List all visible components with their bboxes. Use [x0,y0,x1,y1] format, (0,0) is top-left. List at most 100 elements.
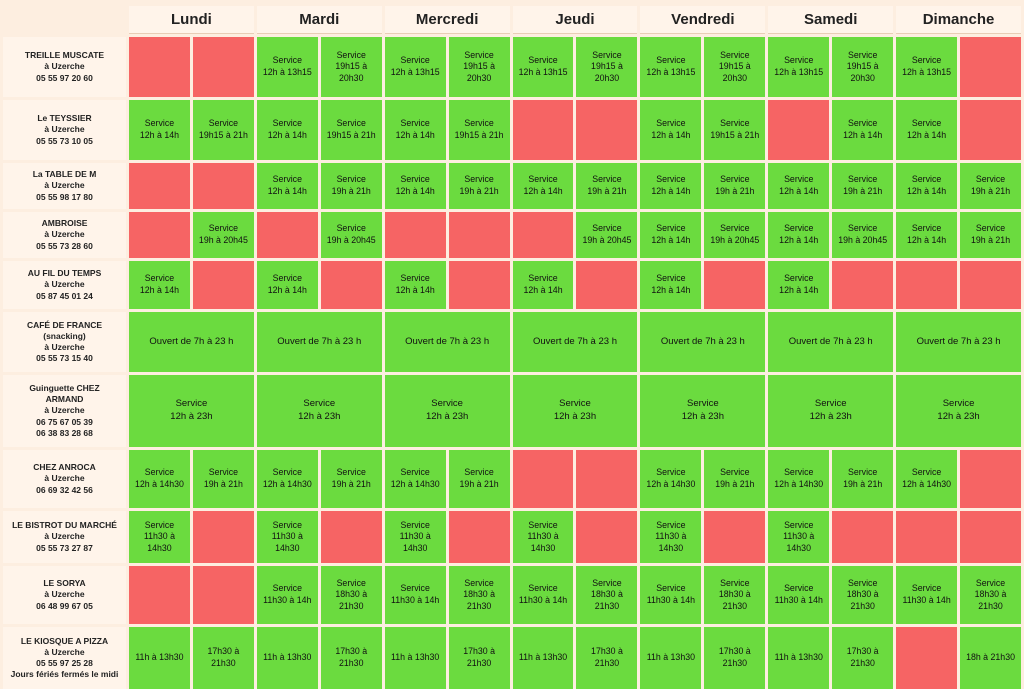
schedule-cell-open: Ouvert de 7h à 23 h [640,312,766,372]
restaurant-detail: 05 55 98 17 80 [36,191,93,202]
restaurant-detail: à Uzerche [44,279,85,290]
day-header: Jeudi [512,6,638,34]
schedule-cell-open: Service 19h à 21h [320,450,382,508]
schedule-cell-open: Service 12h à 13h15 [640,37,702,97]
schedule-cell-open: Service 12h à 13h15 [768,37,830,97]
schedule-cell-open: Service 19h15 à 21h [192,100,254,160]
day-header: Mardi [256,6,382,34]
schedule-cell-closed [576,261,638,309]
schedule-cell-open: Service 19h à 20h45 [704,212,766,258]
restaurant-name: LE BISTROT DU MARCHÉ [12,520,117,531]
schedule-cell-closed [192,566,254,624]
restaurant-detail: 06 75 67 05 39 [36,416,93,427]
schedule-cell-open: Service 11h30 à 14h30 [256,511,318,563]
schedule-cell-open: Service 19h à 21h [576,163,638,209]
schedule-cell-open: 18h à 21h30 [960,627,1021,689]
restaurant-detail: à Uzerche [44,405,85,416]
schedule-cell-closed [960,450,1021,508]
restaurant-name: CHEZ ANROCA [33,462,96,473]
schedule-cell-open: 17h30 à 21h30 [832,627,894,689]
schedule-cell-open: Ouvert de 7h à 23 h [384,312,510,372]
schedule-cell-open: 17h30 à 21h30 [448,627,510,689]
restaurant-detail: 05 55 97 20 60 [36,72,93,83]
schedule-cell-open: Service 19h15 à 20h30 [832,37,894,97]
schedule-cell-open: Service 12h à 23h [129,375,254,447]
schedule-cell-open: Service 12h à 23h [512,375,638,447]
schedule-cell-closed [512,212,574,258]
restaurant-info: TREILLE MUSCATE à Uzerche 05 55 97 20 60 [3,37,126,97]
schedule-cell-closed [129,163,190,209]
restaurant-info: Guinguette CHEZ ARMAND à Uzerche 06 75 67 0… [3,375,126,447]
restaurant-info: CHEZ ANROCA à Uzerche 06 69 32 42 56 [3,450,126,508]
schedule-cell-open: 11h à 13h30 [640,627,702,689]
schedule-cell-open: Service 12h à 14h30 [256,450,318,508]
schedule-cell-open: Service 12h à 14h [129,261,190,309]
schedule-cell-open: Service 18h30 à 21h30 [320,566,382,624]
schedule-cell-open: Service 12h à 23h [896,375,1021,447]
schedule-cell-open: Service 19h à 21h [448,450,510,508]
schedule-cell-open: Service 11h30 à 14h30 [512,511,574,563]
restaurant-detail: 06 69 32 42 56 [36,484,93,495]
schedule-cell-open: Service 12h à 14h30 [129,450,190,508]
restaurant-name: La TABLE DE M [32,169,97,180]
schedule-cell-open: Service 19h à 21h [192,450,254,508]
schedule-cell-open: Service 12h à 14h [896,163,958,209]
schedule-cell-closed [704,511,766,563]
schedule-cell-open: Service 19h à 21h [320,163,382,209]
schedule-cell-closed [448,212,510,258]
schedule-cell-open: 17h30 à 21h30 [704,627,766,689]
schedule-cell-closed [576,511,638,563]
schedule-cell-open: Service 18h30 à 21h30 [832,566,894,624]
schedule-cell-open: Service 12h à 14h [640,212,702,258]
schedule-cell-open: Service 12h à 14h [768,261,830,309]
schedule-cell-open: Service 12h à 23h [256,375,382,447]
schedule-cell-open: Ouvert de 7h à 23 h [768,312,894,372]
schedule-cell-open: Service 18h30 à 21h30 [960,566,1021,624]
restaurant-detail: à Uzerche [44,229,85,240]
restaurant-detail: Jours fériés fermés le midi [10,669,119,680]
schedule-cell-closed [129,566,190,624]
restaurant-name: AU FIL DU TEMPS [27,268,102,279]
schedule-cell-open: Service 11h30 à 14h [512,566,574,624]
restaurant-info: Le TEYSSIER à Uzerche 05 55 73 10 05 [3,100,126,160]
schedule-cell-open: Service 19h à 21h [832,163,894,209]
schedule-cell-open: Service 19h à 21h [448,163,510,209]
day-header: Samedi [768,6,894,34]
schedule-cell-open: Service 19h à 21h [832,450,894,508]
schedule-cell-open: Ouvert de 7h à 23 h [512,312,638,372]
schedule-cell-open: Service 12h à 14h [640,100,702,160]
schedule-cell-open: Service 11h30 à 14h [896,566,958,624]
schedule-cell-closed [960,37,1021,97]
schedule-cell-closed [448,261,510,309]
restaurant-detail: 05 55 73 28 60 [36,240,93,251]
schedule-cell-open: Service 19h à 20h45 [832,212,894,258]
restaurant-detail: à Uzerche [44,473,85,484]
restaurant-info: AMBROISE à Uzerche 05 55 73 28 60 [3,212,126,258]
schedule-cell-open: Service 19h à 20h45 [576,212,638,258]
schedule-cell-closed [320,511,382,563]
restaurant-detail: à Uzerche [44,589,85,600]
restaurant-detail: 05 55 73 15 40 [36,353,93,364]
schedule-cell-closed [704,261,766,309]
restaurant-detail: à Uzerche [44,124,85,135]
schedule-cell-open: Service 19h15 à 20h30 [704,37,766,97]
schedule-cell-open: Service 11h30 à 14h30 [384,511,446,563]
day-header: Mercredi [384,6,510,34]
schedule-cell-open: Ouvert de 7h à 23 h [896,312,1021,372]
schedule-cell-open: Service 12h à 14h [832,100,894,160]
schedule-cell-open: Service 12h à 13h15 [256,37,318,97]
restaurant-detail: 05 55 73 27 87 [36,542,93,553]
restaurant-detail: 06 38 83 28 68 [36,427,93,438]
schedule-cell-closed [192,37,254,97]
schedule-cell-open: Service 19h15 à 21h [704,100,766,160]
schedule-cell-open: Service 18h30 à 21h30 [448,566,510,624]
restaurant-detail: à Uzerche [44,342,85,352]
schedule-cell-open: Service 12h à 14h [384,100,446,160]
schedule-cell-open: Service 12h à 14h [256,100,318,160]
restaurant-detail: à Uzerche [44,531,85,542]
restaurant-info: LE KIOSQUE A PIZZA à Uzerche 05 55 97 25 2… [3,627,126,689]
schedule-cell-open: Ouvert de 7h à 23 h [256,312,382,372]
schedule-cell-open: Service 18h30 à 21h30 [576,566,638,624]
